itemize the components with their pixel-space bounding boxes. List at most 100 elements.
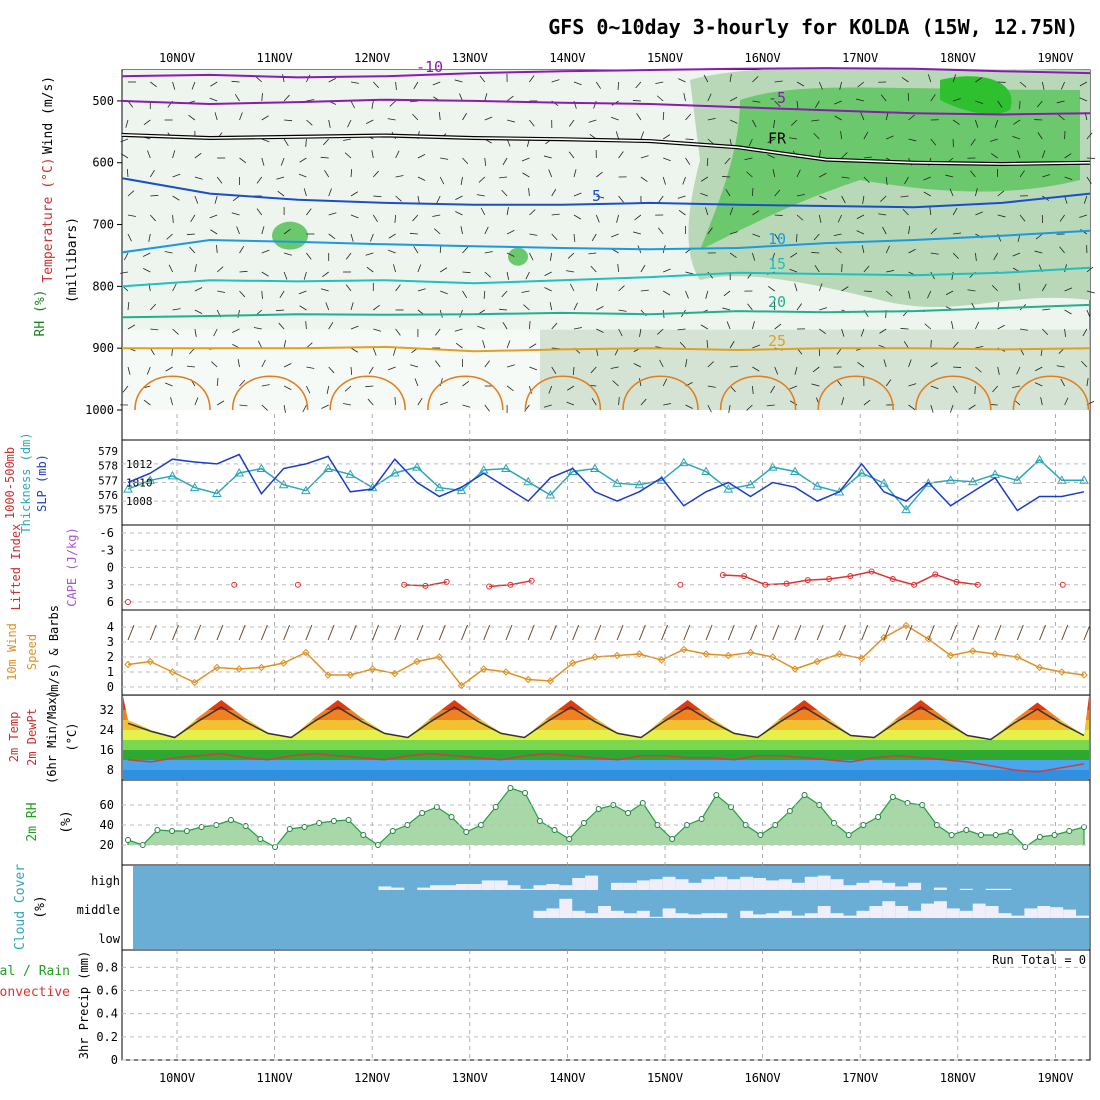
wind-barb [454,328,463,332]
wind-barb [975,252,977,261]
lifted-index-marker [889,576,896,582]
thickness-marker [212,488,222,498]
wind-barb [611,233,619,238]
wind-barb [345,284,352,292]
wind-barb [1086,309,1091,318]
cloud-high-gap [649,879,663,890]
wind-barb [548,169,553,178]
thickness-marker [1012,475,1023,484]
wind-barb [143,119,151,126]
wind-barb [766,404,775,407]
cloud-middle-gap [804,913,818,918]
wind-barb [506,385,514,392]
wind-barb [194,328,197,337]
rh-line [127,787,1085,848]
wind-barb [194,309,203,314]
wind10-barb [194,624,202,641]
rh-marker [786,808,793,814]
wind-barb [1040,397,1043,406]
wind-barb [306,385,311,394]
wind-barb [596,171,603,178]
wind10-barb [816,624,824,641]
cloud-middle-gap [623,913,637,918]
wind-barb [460,226,463,235]
wind-barb [149,170,155,178]
cloud-high-gap [804,876,818,890]
thickness-marker [501,463,511,473]
wind-barb [282,74,285,83]
wind-barb [1086,378,1089,387]
cloud-high-gap [843,885,857,890]
wind-barb [723,290,731,297]
wind-barb [321,404,329,409]
wind-barb [216,244,218,254]
rh-marker [1022,844,1029,850]
wind-barb [908,248,916,254]
top-date-axis: 10NOV 11NOV 12NOV 13NOV 14NOV 15NOV 16NOV 17NOV… [159,51,1074,65]
wind-barb [522,172,530,178]
wind-barb [1064,397,1069,406]
wind10-marker [568,659,577,667]
wind-barb [551,79,560,83]
wind-barb [343,138,352,141]
wind-barb [440,290,448,295]
series-line [127,453,1085,512]
temperature-contour [121,98,1091,116]
thickness-marker [1056,475,1067,484]
wind-barb [789,137,798,140]
thickness-marker [745,479,756,489]
temp2m-ytick-label: 32 [100,703,114,717]
rh-marker [845,832,852,838]
lifted-index-marker [932,571,939,578]
wind-barb [572,366,575,376]
wind-barb [529,385,532,394]
panel-axis-label: Wind (m/s) [41,76,56,154]
cloud-high-gap [585,875,599,890]
wind-barb [880,195,887,202]
wind10-ytick-label: 0 [107,680,114,694]
wind-barb [350,233,354,242]
wind-barb [796,233,798,243]
wind-barb [903,341,909,349]
cloud-high-gap [830,879,844,890]
wind10-barb [905,624,913,641]
wind-barb [774,80,783,83]
wind-barb [568,151,575,159]
cloud-high-gap [546,884,560,890]
thickness-tick: 579 [98,445,118,458]
wind-barb [839,81,842,90]
wind-barb [373,304,380,311]
cloud-middle-gap [933,901,947,918]
wind10-marker [435,653,443,661]
wind-barb [819,328,827,335]
wind-barb [1034,250,1043,254]
cloud-high-gap [675,879,689,890]
rh-marker [992,832,999,838]
wind-barb [127,302,130,311]
temperature-contour [121,177,1091,209]
wind-barb [255,76,263,83]
wind-barb [657,328,664,335]
wind-barb [685,157,691,165]
cloud-middle-gap [1076,915,1089,918]
wind-barb [752,210,760,216]
cape-ytick-label: -3 [100,543,114,557]
temperature-contour-label: 5 [592,187,601,205]
cloud-high-gap [908,882,922,890]
wind-barb [1083,195,1088,204]
thickness-tick: 576 [98,489,118,502]
wind-barb [253,327,262,330]
wind-barb [1041,283,1047,292]
wind-barb [752,233,761,238]
wind10-barb [372,624,380,641]
wind-barb [261,157,265,166]
panel-axis-label: CAPE (J/kg) [65,527,79,606]
wind-barb [908,226,911,235]
wind-barb [214,112,218,121]
wind10-barb [950,624,958,641]
wind10-barb [572,624,580,641]
thickness-marker [967,476,978,486]
wind-barb [774,189,781,197]
rh-marker [757,832,764,838]
